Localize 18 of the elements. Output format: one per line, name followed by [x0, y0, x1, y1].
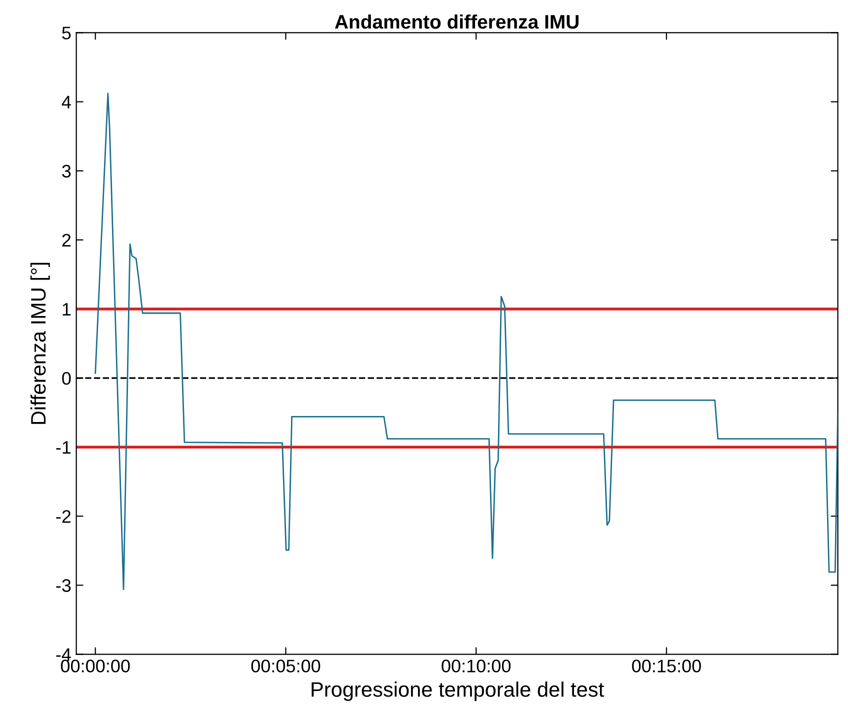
y-tick-label: -4 [56, 648, 71, 661]
y-tick-label: -3 [56, 579, 71, 592]
y-tick-label: -1 [56, 441, 71, 454]
y-tick-label: 2 [62, 234, 71, 246]
y-tick-label: -2 [56, 510, 71, 523]
x-tick-label: 00:15:00 [632, 660, 701, 672]
y-tick-label: 5 [62, 26, 71, 40]
x-tick-label: 00:00:00 [60, 660, 130, 672]
chart-title: Andamento differenza IMU [334, 14, 579, 29]
y-tick-label: 3 [62, 164, 71, 178]
x-tick-label: 00:10:00 [442, 660, 511, 672]
x-axis-title: Progressione temporale del test [312, 682, 604, 701]
x-tick-label: 00:05:00 [251, 660, 320, 672]
y-tick-label: 4 [62, 96, 71, 108]
y-axis-title: Differenza IMU [°] [30, 262, 50, 424]
y-tick-label: 0 [62, 372, 71, 385]
line-series [94, 92, 838, 590]
y-tick-label: 1 [62, 303, 71, 316]
